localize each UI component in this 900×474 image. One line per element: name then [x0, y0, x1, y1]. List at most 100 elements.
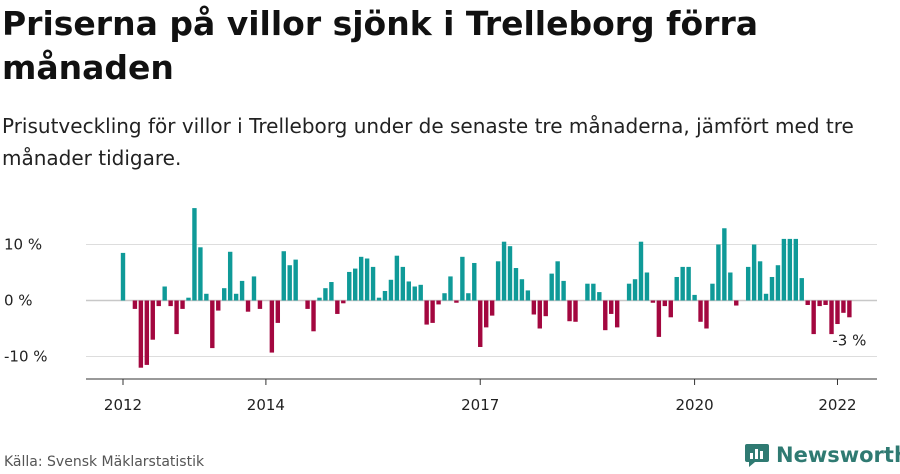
bar: [138, 300, 144, 368]
bar: [734, 300, 739, 306]
bar: [531, 300, 537, 315]
bar: [847, 300, 852, 318]
bar: [710, 283, 715, 301]
bar: [722, 228, 727, 301]
bar: [293, 259, 298, 301]
y-tick-label: 0 %: [4, 292, 33, 310]
bar: [728, 272, 733, 301]
bar: [186, 297, 191, 301]
bar: [394, 255, 400, 301]
bar: [406, 281, 411, 301]
bar: [757, 261, 763, 301]
bar: [489, 300, 495, 316]
bar: [656, 300, 662, 337]
y-tick-label: -10 %: [4, 348, 48, 366]
bar: [120, 252, 126, 301]
bar: [841, 300, 846, 313]
bar: [525, 290, 531, 301]
bar: [174, 300, 179, 335]
bar: [400, 266, 406, 301]
chart-subtitle: Prisutveckling för villor i Trelleborg u…: [2, 114, 854, 170]
bar: [745, 266, 751, 301]
bar: [269, 300, 275, 353]
bar: [799, 278, 804, 301]
bar: [823, 300, 828, 305]
bar: [204, 293, 209, 301]
x-tick-label: 2022: [818, 396, 856, 414]
bar: [317, 297, 322, 301]
bar: [555, 261, 560, 301]
bar: [192, 208, 197, 301]
bar: [353, 268, 358, 301]
bar: [537, 300, 542, 329]
bar: [775, 265, 781, 301]
bar: [668, 300, 673, 318]
bar: [132, 300, 138, 309]
bar: [585, 283, 590, 301]
bar: [180, 300, 185, 309]
bar: [716, 244, 721, 301]
bar: [507, 246, 513, 301]
source-note: Källa: Svensk Mäklarstatistik: [4, 454, 205, 470]
bar: [603, 300, 608, 331]
bar: [198, 247, 203, 301]
bar: [501, 241, 507, 301]
bar: [323, 288, 328, 301]
last-value-label: -3 %: [832, 331, 866, 349]
bar: [418, 284, 423, 301]
newsworthy-logo-icon: [745, 444, 769, 467]
bars: [120, 208, 852, 368]
bar: [245, 300, 251, 312]
bar: [650, 300, 656, 303]
bar: [704, 300, 709, 329]
bar: [382, 290, 388, 301]
bar: [281, 251, 286, 301]
bar: [478, 300, 483, 347]
bar: [573, 300, 578, 322]
bar: [763, 293, 769, 301]
bar: [388, 279, 394, 301]
bar: [364, 258, 370, 301]
bar: [781, 238, 787, 301]
bar: [150, 300, 155, 340]
bar: [472, 262, 477, 301]
bar: [233, 293, 239, 301]
bar: [436, 300, 441, 305]
bar: [251, 276, 257, 301]
bar: [609, 300, 614, 314]
bar: [275, 300, 281, 323]
bar: [311, 300, 316, 332]
bar: [460, 256, 465, 301]
bar: [638, 241, 644, 301]
bar: [376, 297, 382, 301]
bar: [614, 300, 620, 328]
bar: [680, 266, 685, 301]
chart-title: Priserna på villor sjönk i Trelleborg fö…: [2, 4, 759, 87]
bar: [793, 238, 799, 301]
y-tick-label: 10 %: [4, 236, 42, 254]
bar: [216, 300, 221, 311]
axes: -10 % 0 % 10 % 2012 2014 2017 2020 2022 -3 %: [4, 236, 877, 414]
bar: [632, 279, 638, 301]
x-tick-label: 2012: [104, 396, 142, 414]
bar: [698, 300, 703, 322]
x-tick-label: 2014: [247, 396, 285, 414]
bar: [835, 300, 840, 325]
bar: [805, 300, 810, 305]
bar: [561, 280, 566, 301]
bar: [811, 300, 816, 335]
newsworthy-brand: Newsworthy: [744, 440, 900, 470]
bar: [495, 261, 501, 301]
bar: [769, 276, 775, 301]
bar: [543, 300, 548, 317]
bar: [227, 251, 233, 301]
bar: [692, 294, 697, 301]
bar: [513, 268, 519, 301]
bar: [370, 266, 376, 301]
x-tick-label: 2020: [675, 396, 713, 414]
bar: [305, 300, 310, 309]
bar: [329, 282, 334, 301]
bar: [257, 300, 263, 309]
bar: [210, 300, 215, 349]
